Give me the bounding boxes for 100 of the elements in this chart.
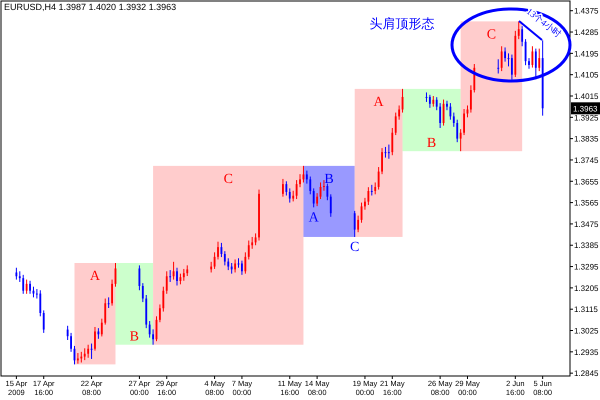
candlestick <box>70 332 72 352</box>
candlestick <box>316 192 318 207</box>
candlestick <box>66 325 69 340</box>
annotation: 13个4小时 <box>524 6 563 40</box>
annotation: A <box>308 210 320 226</box>
candlestick <box>367 186 370 206</box>
y-tick-label: 1.4195 <box>574 49 600 58</box>
candlestick <box>114 262 116 288</box>
candlestick <box>240 260 243 276</box>
y-tick-label: 1.4375 <box>574 6 600 16</box>
candlestick <box>320 182 322 200</box>
candlestick <box>172 261 175 280</box>
candlestick <box>378 166 380 190</box>
candlestick <box>214 252 216 270</box>
candlestick <box>94 326 96 352</box>
candlestick <box>360 202 362 224</box>
candlestick <box>158 304 161 323</box>
text: 1.3963 <box>573 104 598 114</box>
y-tick-label: 1.3385 <box>574 241 600 250</box>
candlestick <box>97 328 100 340</box>
y-tick-label: 1.2845 <box>574 369 600 378</box>
candlestick <box>156 316 158 342</box>
band-label: B <box>130 330 139 345</box>
candlestick <box>398 104 400 120</box>
y-tick-label: 1.4105 <box>574 70 600 80</box>
band-label: C <box>224 172 233 187</box>
y-tick-label: 1.3025 <box>574 326 600 336</box>
candlestick <box>254 232 257 246</box>
candlestick <box>299 174 301 188</box>
y-tick-label: 1.3115 <box>574 305 598 314</box>
candlestick <box>470 84 472 114</box>
candlestick <box>152 328 154 346</box>
candlestick <box>87 344 90 358</box>
candlestick <box>357 215 360 233</box>
candlestick <box>426 92 428 102</box>
candlestick <box>510 54 513 80</box>
candlestick <box>26 279 28 294</box>
candlestick <box>282 178 284 198</box>
candlestick <box>306 170 308 184</box>
candlestick <box>428 94 431 108</box>
candlestick <box>463 108 465 136</box>
candlestick <box>402 88 404 114</box>
candlestick <box>169 270 172 282</box>
candlestick <box>285 180 288 196</box>
y-tick-label: 1.2935 <box>574 348 600 357</box>
candlestick <box>230 262 233 274</box>
candlestick <box>238 258 240 268</box>
candlestick <box>466 104 468 118</box>
y-tick-label: 1.3565 <box>574 198 600 208</box>
candlestick <box>524 38 527 66</box>
candlestick <box>302 165 304 183</box>
candlestick <box>74 345 76 365</box>
candlestick <box>210 261 212 273</box>
candlestick <box>217 241 219 260</box>
candlestick <box>148 320 151 338</box>
y-tick-label: 1.3925 <box>574 113 600 122</box>
candlestick <box>29 280 31 294</box>
y-tick-label: 1.3655 <box>574 177 600 186</box>
band-label: A <box>374 94 385 110</box>
candlestick <box>439 102 442 128</box>
candlestick <box>460 128 462 152</box>
band-label: A <box>90 269 101 284</box>
candlestick <box>296 180 298 200</box>
candlestick <box>323 180 325 192</box>
candlestick <box>76 352 79 364</box>
candlestick <box>528 58 530 70</box>
candlestick <box>442 99 444 126</box>
candlestick <box>504 46 506 62</box>
candlestick <box>234 258 236 273</box>
chart-title: EURUSD,H4 1.3987 1.4020 1.3932 1.3963 <box>4 2 176 12</box>
candlestick <box>500 46 503 72</box>
y-tick-label: 1.4285 <box>574 28 600 38</box>
candlestick <box>364 197 366 210</box>
y-tick-label: 1.3835 <box>574 134 600 144</box>
y-tick-label: 1.3475 <box>574 220 600 229</box>
candlestick <box>384 146 386 158</box>
candlestick <box>521 26 524 47</box>
candlestick <box>182 268 185 282</box>
band-label: C <box>486 27 496 42</box>
candlestick <box>176 267 178 286</box>
candlestick <box>388 144 390 160</box>
candlestick <box>90 343 92 360</box>
y-tick-label: 1.4015 <box>574 92 600 101</box>
y-tick-label: 1.3745 <box>574 156 600 165</box>
y-tick-label: 1.3295 <box>574 262 600 272</box>
candlestick <box>15 267 18 280</box>
band-label: B <box>324 172 334 187</box>
candlestick <box>108 296 110 309</box>
candlestick <box>111 279 114 306</box>
candlestick <box>224 250 226 266</box>
annotation: 头肩顶形态 <box>370 16 434 31</box>
candlestick <box>326 183 328 201</box>
candlestick <box>220 242 222 258</box>
candlestick <box>32 286 34 298</box>
candlestick <box>138 264 140 291</box>
y-tick-label: 1.3205 <box>574 284 600 293</box>
band-label: B <box>426 136 436 152</box>
candlestick <box>179 273 182 285</box>
candlestick <box>446 100 448 111</box>
candlestick <box>292 190 294 202</box>
